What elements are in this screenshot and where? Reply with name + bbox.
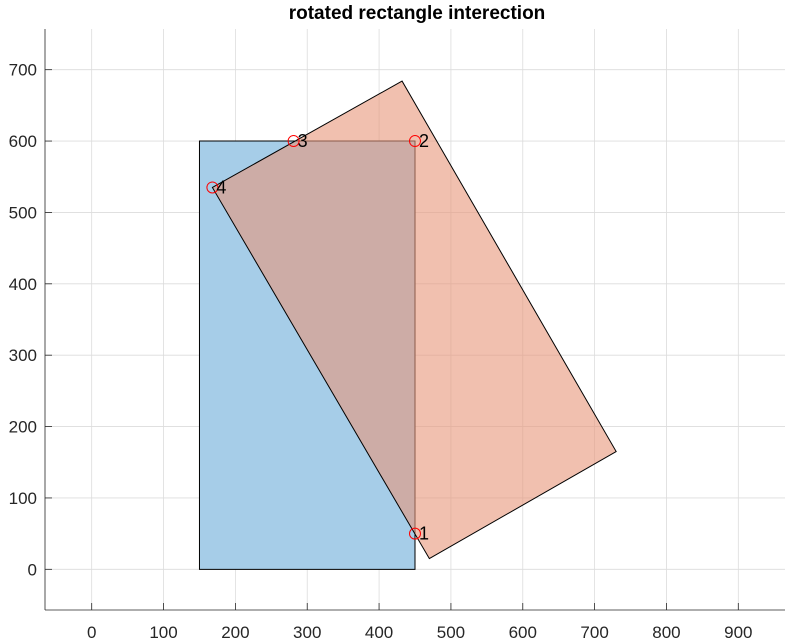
y-tick-label: 0 xyxy=(28,560,37,579)
x-tick-label: 400 xyxy=(365,623,393,642)
intersection-marker xyxy=(206,181,219,194)
chart-title: rotated rectangle interection xyxy=(289,3,546,24)
x-tick-label: 600 xyxy=(509,623,537,642)
y-tick-label: 600 xyxy=(9,132,37,151)
x-tick-label: 100 xyxy=(149,623,177,642)
polygons xyxy=(198,80,617,570)
y-tick-label: 100 xyxy=(9,489,37,508)
intersection-marker xyxy=(409,135,421,148)
x-tick-label: 800 xyxy=(652,623,680,642)
axes: 0 100 200 300 400 500 600 700 800 900 0 100 200 300 40… xyxy=(9,29,785,642)
rotated-rectangle-polygon xyxy=(211,80,617,560)
y-tick-label: 200 xyxy=(9,418,37,437)
y-tick-label: 500 xyxy=(9,203,37,222)
intersection-label: 1 xyxy=(419,524,429,544)
intersection-label: 4 xyxy=(216,177,226,197)
x-tick-label: 200 xyxy=(221,623,249,642)
x-tick-label: 700 xyxy=(580,623,608,642)
intersection-marker xyxy=(287,135,300,148)
x-tick-label: 900 xyxy=(724,623,752,642)
y-tick-label: 700 xyxy=(9,61,37,80)
y-tick-label: 300 xyxy=(9,346,37,365)
x-tick-label: 500 xyxy=(437,623,465,642)
y-tick-label: 400 xyxy=(9,275,37,294)
intersection-points: 1 2 3 4 xyxy=(206,131,429,544)
intersection-label: 3 xyxy=(298,131,308,151)
intersection-label: 2 xyxy=(419,131,429,151)
intersection-marker xyxy=(409,527,421,540)
x-tick-label: 0 xyxy=(87,623,96,642)
x-tick-label: 300 xyxy=(293,623,321,642)
